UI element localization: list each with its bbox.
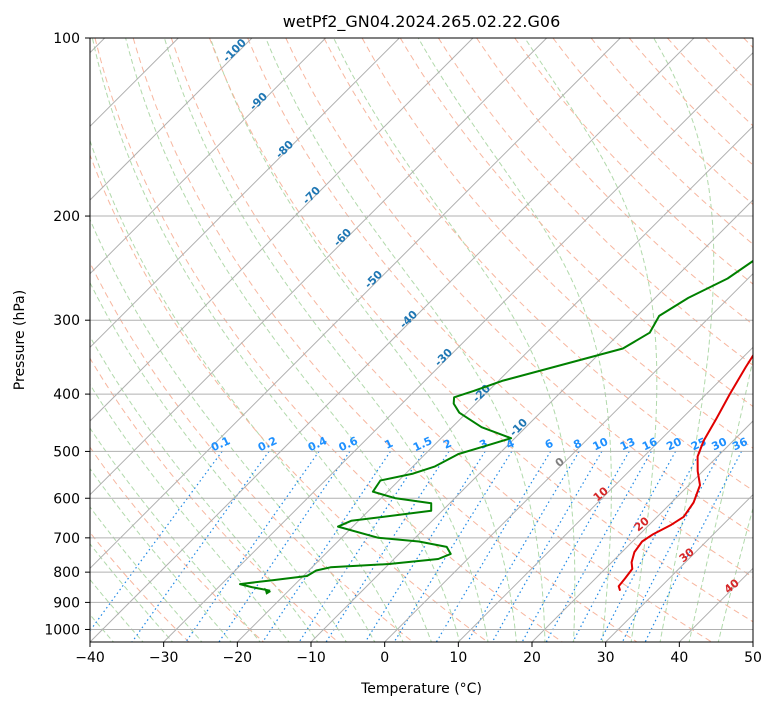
y-tick-label: 100 <box>53 31 80 47</box>
mixing-ratio-label: 13 <box>618 435 637 453</box>
dry-adiabat <box>0 38 338 642</box>
isotherm <box>753 38 775 642</box>
mixing-ratio-label: 6 <box>543 437 556 452</box>
dry-adiabat-label: -100 <box>220 36 249 65</box>
dry-adiabat <box>744 38 775 642</box>
dry-adiabat <box>95 38 562 642</box>
isotherm <box>16 38 620 642</box>
moist-adiabat <box>63 38 404 644</box>
mixing-ratio-line <box>132 451 269 642</box>
dry-adiabat-label: -70 <box>300 184 323 207</box>
x-tick-label: 30 <box>597 650 615 666</box>
dry-adiabat-label: -10 <box>507 416 530 439</box>
y-axis-label: Pressure (hPa) <box>12 290 28 390</box>
x-tick-label: 40 <box>670 650 688 666</box>
plot-frame <box>90 38 753 642</box>
x-tick-label: 50 <box>744 650 762 666</box>
x-tick-label: −40 <box>75 650 105 666</box>
dry-adiabat-label: -40 <box>397 308 420 331</box>
dry-adiabat-label: -80 <box>273 138 296 161</box>
y-tick-label: 200 <box>53 209 80 225</box>
y-tick-label: 1000 <box>44 622 80 638</box>
isotherm <box>90 38 694 642</box>
mixing-ratio-line <box>573 451 676 642</box>
moist-adiabat <box>0 38 291 644</box>
chart-title: wetPf2_GN04.2024.265.02.22.G06 <box>283 12 561 32</box>
moist-adiabat <box>0 38 320 644</box>
mixing-ratio-label: 36 <box>730 435 750 453</box>
moist-adiabat <box>0 38 233 644</box>
dry-adiabat-label: -30 <box>432 346 455 369</box>
y-tick-label: 400 <box>53 387 80 403</box>
mixing-ratio-label: 30 <box>710 435 730 453</box>
dewpoint-arrow-marker <box>264 588 271 595</box>
mixing-ratio-line <box>299 451 424 642</box>
mixing-ratio-line <box>263 451 391 642</box>
dry-adiabat <box>133 38 637 642</box>
x-tick-label: 10 <box>449 650 467 666</box>
isotherm <box>311 38 775 642</box>
isotherm <box>0 38 547 642</box>
dry-adiabat-label: -50 <box>362 268 385 291</box>
dry-adiabat-label: -60 <box>331 226 354 249</box>
y-tick-label: 700 <box>53 531 80 547</box>
moist-adiabat-label: 40 <box>722 576 742 596</box>
moist-adiabat <box>92 38 432 644</box>
isotherm <box>0 38 399 642</box>
x-axis-label: Temperature (°C) <box>360 681 482 697</box>
x-tick-label: −20 <box>223 650 253 666</box>
series-layer <box>240 38 775 595</box>
y-tick-label: 300 <box>53 313 80 329</box>
mixing-ratio-line <box>546 451 651 642</box>
mixing-ratio-line <box>436 451 550 642</box>
dry-adiabat <box>19 38 413 642</box>
mixing-ratio-label: 10 <box>591 435 611 453</box>
isotherm <box>0 38 326 642</box>
isotherm <box>679 38 775 642</box>
dry-adiabat <box>171 38 711 642</box>
isotherm <box>164 38 768 642</box>
moist-adiabat <box>0 38 262 644</box>
mixing-ratio-label: 16 <box>640 435 660 453</box>
moist-adiabat <box>689 38 775 644</box>
moist-adiabat <box>126 38 461 644</box>
dewpoint-line <box>240 38 775 591</box>
dry-adiabat <box>706 38 775 642</box>
mixing-ratio-line <box>600 451 700 642</box>
mixing-ratio-label: 20 <box>664 435 684 453</box>
moist-adiabat <box>418 38 611 644</box>
x-tick-label: −10 <box>296 650 326 666</box>
dry-adiabat <box>438 38 775 642</box>
dry-adiabat <box>0 38 189 642</box>
x-tick-label: −30 <box>149 650 179 666</box>
dry-adiabat <box>0 38 264 642</box>
temperature-line <box>619 38 775 591</box>
mixing-ratio-label: 2 <box>441 437 453 452</box>
mixing-ratio-line <box>82 451 222 642</box>
x-tick-label: 20 <box>523 650 541 666</box>
moist-adiabat <box>0 38 204 644</box>
isotherm <box>532 38 775 642</box>
x-tick-label: 0 <box>380 650 389 666</box>
mixing-ratio-line <box>522 451 629 642</box>
y-tick-label: 900 <box>53 595 80 611</box>
y-tick-label: 800 <box>53 565 80 581</box>
y-tick-label: 500 <box>53 444 80 460</box>
axes-layer: −40 −30 −20 −10 0 10 20 30 40 50 100 200 300 400 500 60… <box>44 31 762 666</box>
dry-adiabat-label: -90 <box>247 90 270 113</box>
y-tick-label: 600 <box>53 491 80 507</box>
dry-adiabat <box>477 38 775 642</box>
mixing-ratio-line <box>468 451 580 642</box>
moist-adiabat-label: 30 <box>677 545 697 565</box>
moist-adiabat-label: 20 <box>632 514 652 534</box>
moist-adiabat <box>210 38 516 644</box>
moist-adiabat <box>718 38 775 644</box>
moist-adiabat <box>15 38 348 644</box>
